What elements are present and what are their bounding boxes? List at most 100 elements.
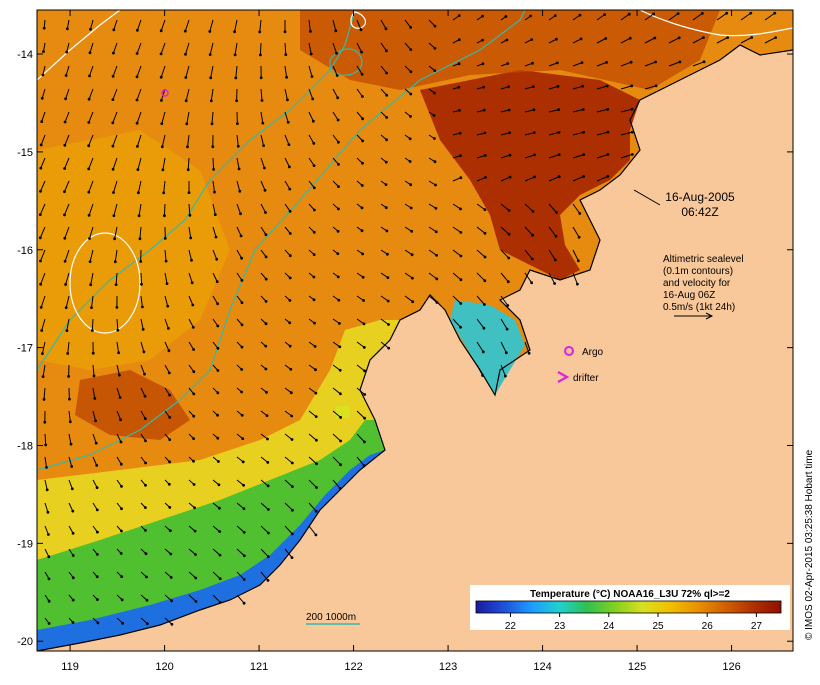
velocity-arrow-head: [606, 108, 609, 111]
velocity-arrow-head: [210, 99, 213, 102]
velocity-arrow-head: [435, 207, 438, 210]
velocity-arrow-head: [409, 26, 412, 29]
velocity-arrow-head: [190, 259, 193, 262]
velocity-arrow-head: [160, 99, 163, 102]
velocity-arrow-head: [363, 323, 366, 326]
velocity-arrow-head: [360, 51, 363, 54]
velocity-arrow: [260, 43, 261, 55]
velocity-arrow-head: [164, 237, 167, 240]
velocity-arrow-head: [582, 175, 585, 178]
velocity-arrow-head: [337, 299, 340, 302]
velocity-arrow-head: [313, 322, 316, 325]
colorbar-tick-label: 24: [603, 621, 615, 632]
velocity-arrow-head: [121, 599, 124, 602]
velocity-arrow-head: [235, 99, 238, 102]
velocity-arrow-head: [192, 348, 195, 351]
velocity-arrow-head: [628, 13, 631, 16]
velocity-arrow-head: [240, 368, 243, 371]
velocity-arrow-head: [89, 260, 92, 263]
velocity-arrow-head: [339, 487, 342, 490]
colorbar-tick-label: 26: [702, 621, 714, 632]
velocity-arrow-head: [212, 168, 215, 171]
velocity-arrow-head: [434, 25, 437, 28]
velocity-arrow-head: [701, 12, 704, 15]
velocity-arrow-head: [111, 121, 114, 124]
velocity-arrow-head: [749, 12, 752, 15]
velocity-arrow-head: [170, 599, 173, 602]
velocity-arrow-head: [39, 283, 42, 286]
velocity-arrow-head: [185, 99, 188, 102]
velocity-arrow-head: [63, 190, 66, 193]
velocity-arrow-head: [655, 84, 658, 87]
velocity-arrow-head: [507, 280, 510, 283]
velocity-arrow-head: [577, 259, 580, 262]
velocity-arrow-head: [362, 276, 365, 279]
date-label: 16-Aug-2005: [665, 190, 735, 204]
velocity-arrow-head: [508, 233, 511, 236]
velocity-arrow-head: [291, 509, 294, 512]
velocity-arrow-head: [459, 176, 462, 179]
velocity-arrow-head: [410, 70, 413, 73]
velocity-arrow-head: [387, 276, 390, 279]
velocity-arrow-head: [313, 298, 316, 301]
velocity-arrow-head: [291, 438, 294, 441]
velocity-arrow-head: [211, 145, 214, 148]
velocity-arrow-head: [334, 29, 337, 32]
lat-tick-label: -15: [17, 147, 33, 159]
velocity-arrow-head: [482, 62, 485, 65]
velocity-arrow-head: [39, 260, 42, 263]
velocity-arrow-head: [168, 416, 171, 419]
velocity-arrow-head: [146, 599, 149, 602]
velocity-arrow-head: [208, 30, 211, 33]
velocity-arrow-head: [97, 622, 100, 625]
velocity-arrow-head: [137, 168, 140, 171]
velocity-arrow-head: [143, 373, 146, 376]
velocity-arrow-head: [337, 276, 340, 279]
velocity-arrow-head: [96, 575, 99, 578]
velocity-arrow-head: [265, 256, 268, 259]
velocity-arrow-head: [337, 208, 340, 211]
velocity-arrow-head: [120, 441, 123, 444]
velocity-arrow-head: [87, 191, 90, 194]
lat-tick-label: -16: [17, 245, 33, 257]
alt-line-2: (0.1m contours): [663, 266, 733, 277]
velocity-arrow-head: [216, 414, 219, 417]
alt-line-4: 16-Aug 06Z: [663, 290, 715, 301]
velocity-arrow-head: [284, 30, 287, 33]
velocity-arrow-head: [411, 277, 414, 280]
velocity-arrow-head: [530, 281, 533, 284]
velocity-arrow-head: [188, 191, 191, 194]
velocity-arrow-head: [64, 97, 67, 100]
alt-line-1: Altimetric sealevel: [663, 254, 744, 265]
velocity-arrow-head: [242, 484, 245, 487]
velocity-arrow-head: [631, 108, 634, 111]
velocity-arrow-head: [194, 577, 197, 580]
velocity-arrow-head: [363, 346, 366, 349]
velocity-arrow-head: [631, 131, 634, 134]
velocity-arrow-head: [187, 168, 190, 171]
velocity-arrow-head: [291, 485, 294, 488]
velocity-arrow-head: [361, 140, 364, 143]
velocity-arrow-head: [144, 484, 147, 487]
velocity-arrow-head: [162, 191, 165, 194]
velocity-arrow-head: [506, 39, 509, 42]
velocity-arrow-head: [726, 36, 729, 39]
velocity-arrow-head: [435, 254, 438, 257]
velocity-arrow-head: [435, 278, 438, 281]
velocity-arrow-head: [217, 369, 220, 372]
velocity-arrow-head: [607, 153, 610, 156]
velocity-arrow-head: [237, 145, 240, 148]
velocity-arrow-head: [170, 576, 173, 579]
velocity-arrow-head: [582, 131, 585, 134]
velocity-arrow-head: [191, 304, 194, 307]
velocity-arrow-head: [507, 85, 510, 88]
velocity-arrow-head: [119, 396, 122, 399]
velocity-arrow-head: [139, 237, 142, 240]
velocity-arrow-head: [484, 256, 487, 259]
velocity-arrow-head: [264, 211, 267, 214]
velocity-arrow-head: [63, 237, 66, 240]
velocity-arrow-head: [215, 236, 218, 239]
velocity-arrow-head: [361, 162, 364, 165]
velocity-arrow-head: [363, 464, 366, 467]
